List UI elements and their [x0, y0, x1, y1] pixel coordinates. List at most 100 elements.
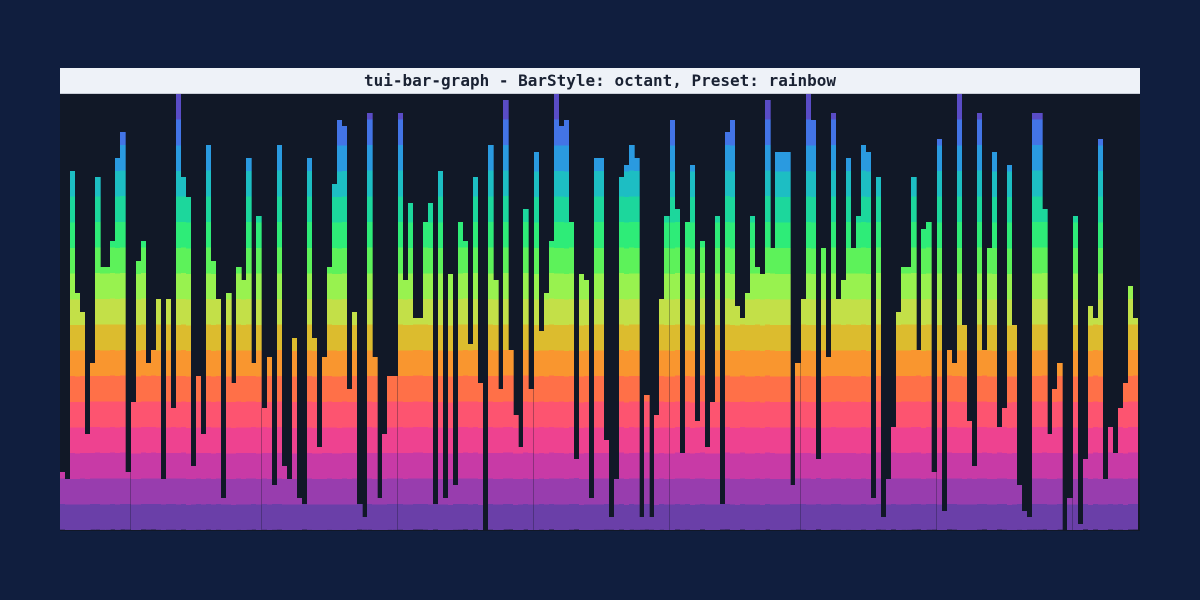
bar: [891, 427, 897, 530]
bar: [75, 292, 81, 530]
bar: [669, 119, 675, 530]
bar: [1072, 215, 1078, 530]
bar: [901, 267, 907, 530]
bar: [503, 100, 509, 530]
bar: [986, 247, 993, 530]
bar: [906, 267, 912, 530]
bar: [140, 241, 146, 530]
bar: [160, 478, 167, 530]
bar: [437, 170, 444, 530]
bar: [654, 414, 660, 530]
bar: [558, 126, 565, 530]
bar: [523, 209, 529, 530]
bar: [765, 100, 771, 530]
bar: [412, 318, 418, 530]
bar: [1077, 523, 1083, 530]
bar: [170, 408, 177, 530]
bar: [175, 93, 182, 530]
bar: [1092, 318, 1098, 530]
bar: [1032, 113, 1038, 530]
bar: [815, 459, 821, 530]
bar: [1122, 382, 1129, 530]
bar: [860, 145, 867, 530]
bar: [1042, 209, 1048, 530]
bar: [1112, 453, 1119, 530]
bar: [332, 183, 338, 530]
bar: [785, 151, 791, 530]
bar: [951, 363, 957, 530]
bar: [609, 517, 615, 530]
bar: [916, 350, 922, 530]
bar: [1102, 478, 1109, 530]
bar: [457, 222, 464, 530]
bar: [724, 132, 731, 530]
bar: [604, 440, 610, 530]
bar: [735, 305, 741, 530]
bar: [180, 177, 187, 530]
bar: [372, 356, 378, 530]
bar: [911, 177, 917, 530]
bar: [1067, 497, 1073, 530]
bar: [825, 356, 831, 530]
bar: [442, 497, 449, 530]
bar: [337, 119, 343, 530]
bar: [855, 215, 862, 530]
bar: [810, 119, 816, 530]
bar: [931, 472, 937, 530]
bar: [407, 202, 413, 530]
bar: [775, 151, 781, 530]
bar: [367, 113, 373, 530]
bar: [871, 497, 877, 530]
bar: [1001, 408, 1008, 530]
bar: [1097, 138, 1104, 530]
bar: [634, 158, 640, 530]
bar: [876, 177, 882, 530]
bar: [976, 113, 983, 530]
bar: [221, 497, 227, 530]
bar: [432, 504, 439, 530]
bar: [246, 158, 252, 530]
bar: [971, 465, 978, 530]
bar: [770, 247, 776, 530]
bar: [719, 504, 726, 530]
bar: [729, 119, 736, 530]
bar: [981, 350, 988, 530]
bar: [745, 292, 751, 530]
window-title: tui-bar-graph - BarStyle: octant, Preset…: [60, 68, 1140, 94]
bar: [649, 517, 655, 530]
bar: [896, 311, 902, 530]
bar: [518, 446, 524, 530]
bar: [1117, 408, 1124, 530]
bar: [1057, 363, 1063, 530]
bar: [800, 299, 806, 530]
bar: [1012, 324, 1018, 530]
bar: [145, 363, 151, 530]
bar: [508, 350, 514, 530]
bar: [402, 279, 408, 530]
bar: [881, 517, 887, 530]
bar: [201, 433, 207, 530]
bar: [639, 517, 645, 530]
bar: [326, 267, 333, 530]
bar: [271, 485, 277, 530]
bar: [155, 299, 162, 530]
bar: [216, 299, 222, 530]
bar: [689, 164, 695, 530]
bar: [422, 222, 429, 530]
bar: [427, 202, 434, 530]
bar: [1082, 459, 1088, 530]
bar: [387, 376, 393, 530]
bar: [538, 331, 544, 530]
bar: [316, 446, 323, 530]
bar: [352, 311, 358, 530]
bar: [750, 215, 756, 530]
bar: [1047, 433, 1053, 530]
bar: [1052, 388, 1058, 530]
bar: [593, 158, 600, 530]
bar: [760, 273, 766, 530]
bar: [805, 93, 811, 530]
bar: [679, 453, 685, 530]
bar: [740, 318, 746, 530]
bar: [65, 478, 71, 530]
bar: [835, 299, 842, 530]
